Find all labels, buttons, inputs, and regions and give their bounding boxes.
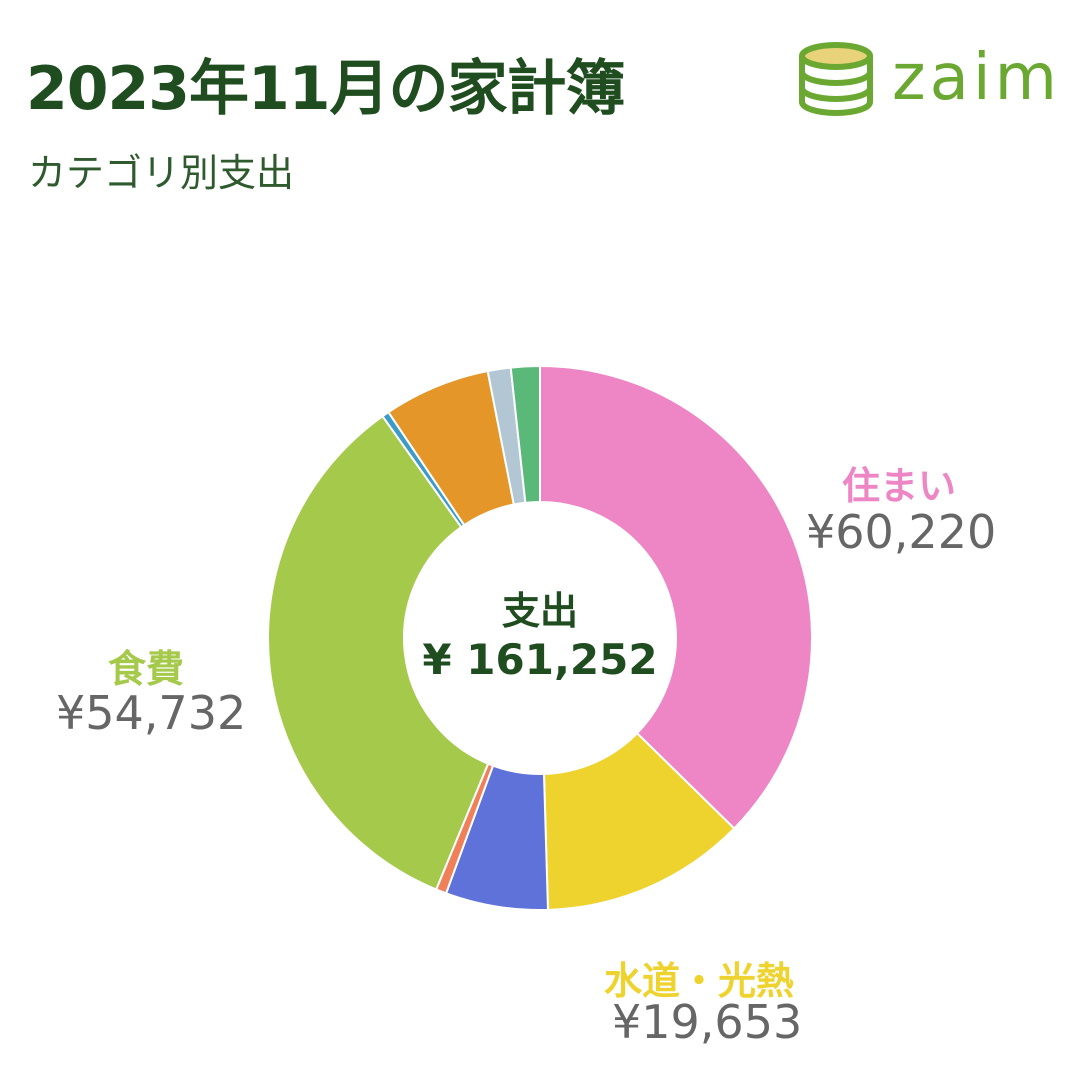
coin-stack-icon	[799, 42, 873, 116]
label-food-value: ¥54,732	[56, 686, 247, 740]
label-food-name: 食費	[108, 647, 185, 691]
label-utilities-name: 水道・光熱	[604, 959, 795, 1003]
label-housing-name: 住まい	[842, 464, 957, 508]
page-subtitle: カテゴリ別支出	[28, 151, 295, 195]
center-label: 支出	[501, 589, 578, 633]
label-utilities-value: ¥19,653	[612, 995, 803, 1049]
center-total: ¥ 161,252	[422, 635, 658, 684]
zaim-logo: zaim	[796, 38, 1057, 118]
slice-4	[267, 414, 490, 891]
slice-1	[542, 731, 736, 911]
logo-text: zaim	[892, 41, 1061, 115]
page-title: 2023年11月の家計簿	[26, 54, 625, 124]
slice-8	[509, 364, 541, 504]
label-housing-value: ¥60,220	[806, 505, 997, 559]
slice-0	[539, 364, 813, 830]
